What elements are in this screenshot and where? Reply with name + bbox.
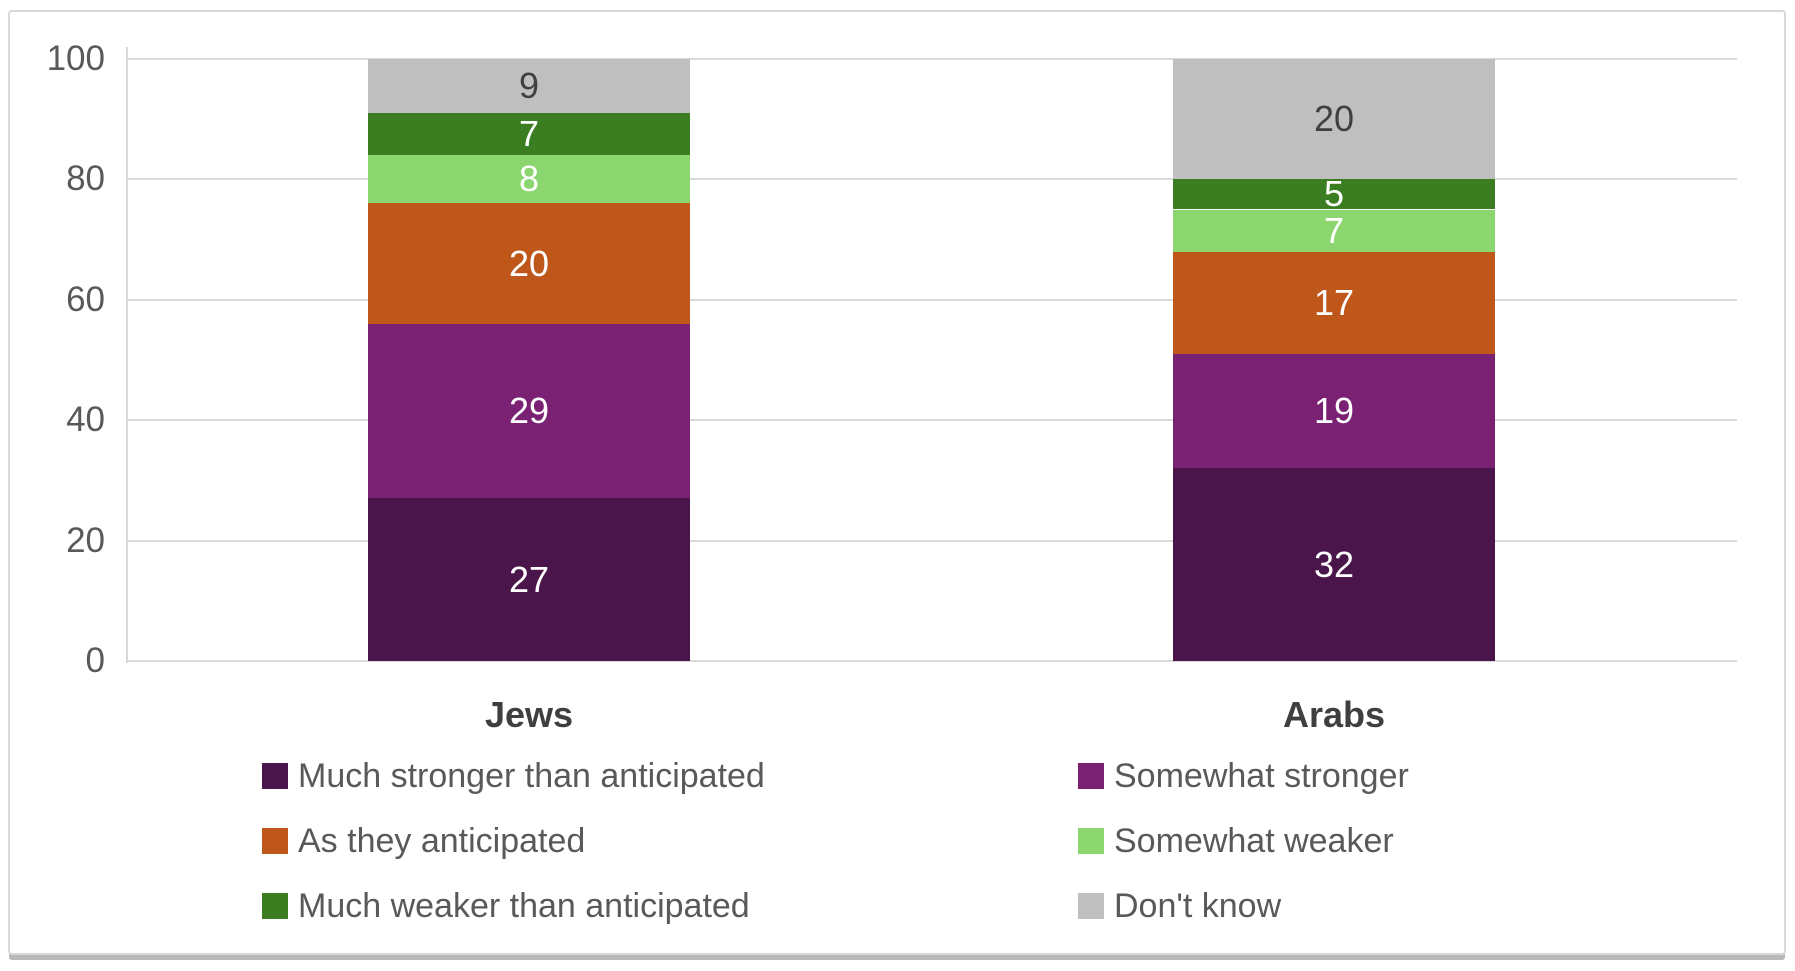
y-tick-label-20: 20 (66, 520, 105, 560)
bar-value-label: 5 (1323, 173, 1345, 215)
gridline-40 (127, 419, 1737, 422)
bar-value-label: 7 (1323, 209, 1345, 251)
bar-value-label: 20 (508, 242, 550, 284)
y-tick-label-40: 40 (66, 400, 105, 440)
legend-item: As they anticipated (262, 822, 1078, 860)
bar-segment: 20 (368, 203, 690, 324)
bar-segment: 7 (368, 113, 690, 156)
bar-value-label: 27 (508, 558, 550, 600)
bar-segment: 27 (368, 498, 690, 661)
bar-value-label: 7 (518, 113, 540, 155)
bar-value-label: 32 (1313, 543, 1355, 585)
bar-segment: 17 (1173, 251, 1495, 354)
gridline-80 (127, 178, 1737, 181)
legend-item: Much stronger than anticipated (262, 757, 1078, 795)
legend-label: Somewhat weaker (1114, 822, 1394, 860)
bar-segment: 7 (1173, 209, 1495, 252)
bar-segment: 19 (1173, 353, 1495, 469)
category-label-arabs: Arabs (1282, 694, 1386, 735)
y-tick-label-80: 80 (66, 159, 105, 199)
legend-item: Somewhat weaker (1078, 822, 1409, 860)
legend: Much stronger than anticipated Somewhat s… (262, 757, 1409, 925)
gridline-60 (127, 298, 1737, 301)
bar-value-label: 8 (518, 158, 540, 200)
bar-segment: 29 (368, 323, 690, 499)
bar-value-label: 9 (518, 65, 540, 107)
legend-swatch-icon (262, 763, 288, 789)
bar-segment: 32 (1173, 468, 1495, 661)
bar-segment: 20 (1173, 59, 1495, 180)
legend-item: Somewhat stronger (1078, 757, 1409, 795)
legend-swatch-icon (262, 893, 288, 919)
bar-value-label: 17 (1313, 281, 1355, 323)
chart-frame: 0 20 40 60 80 100 27 29 20 8 7 9 32 19 17 7 5 20 Jews Arab… (8, 10, 1786, 955)
gridline-20 (127, 539, 1737, 542)
y-axis-line (126, 47, 128, 663)
bar-value-label: 29 (508, 390, 550, 432)
legend-swatch-icon (1078, 893, 1104, 919)
bar-segment: 8 (368, 155, 690, 204)
category-label-jews: Jews (484, 694, 574, 735)
y-tick-label-100: 100 (46, 39, 105, 78)
bar-value-label: 19 (1313, 390, 1355, 432)
legend-swatch-icon (1078, 763, 1104, 789)
gridline-0 (127, 660, 1737, 662)
legend-item: Don't know (1078, 887, 1409, 925)
legend-swatch-icon (262, 828, 288, 854)
y-tick-label-60: 60 (66, 279, 105, 319)
legend-label: Somewhat stronger (1114, 757, 1409, 795)
legend-label: Much weaker than anticipated (298, 887, 750, 925)
legend-label: As they anticipated (298, 822, 586, 860)
legend-label: Don't know (1114, 887, 1282, 925)
legend-swatch-icon (1078, 828, 1104, 854)
bar-segment: 9 (368, 59, 690, 114)
y-tick-label-0: 0 (85, 641, 105, 680)
legend-label: Much stronger than anticipated (298, 757, 765, 795)
legend-item: Much weaker than anticipated (262, 887, 1078, 925)
bar-value-label: 20 (1313, 98, 1355, 140)
gridline-100 (127, 58, 1737, 60)
bar-segment: 5 (1173, 173, 1495, 215)
